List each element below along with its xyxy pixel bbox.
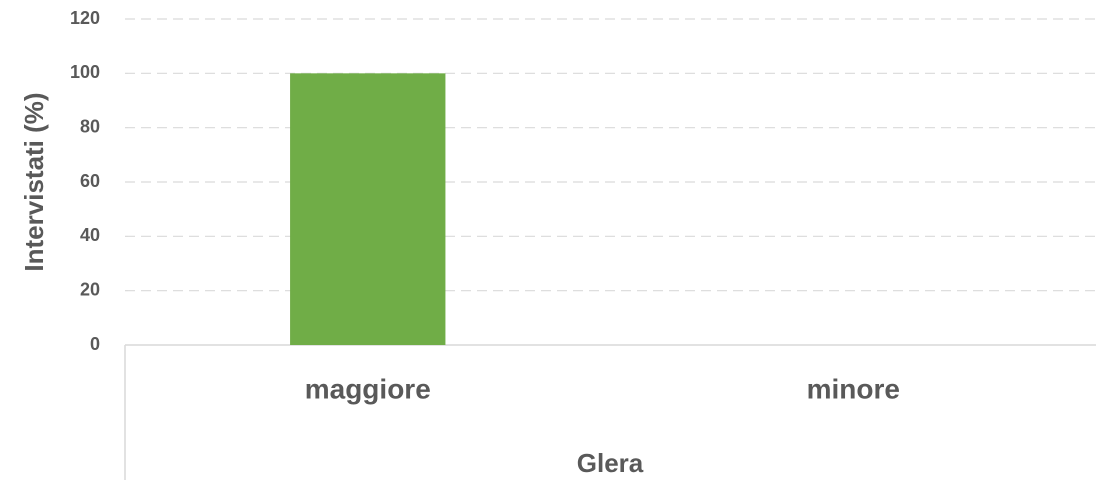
y-tick-label: 120 xyxy=(70,8,100,28)
y-tick-label: 20 xyxy=(80,279,100,299)
y-tick-label: 0 xyxy=(90,334,100,354)
x-tick-label: minore xyxy=(807,373,900,404)
y-tick-label: 60 xyxy=(80,171,100,191)
y-tick-label: 80 xyxy=(80,116,100,136)
x-group-label: Glera xyxy=(577,448,644,478)
y-tick-label: 100 xyxy=(70,62,100,82)
x-tick-label: maggiore xyxy=(305,373,431,404)
bar xyxy=(290,73,446,345)
y-tick-label: 40 xyxy=(80,225,100,245)
y-axis-title: Intervistati (%) xyxy=(19,92,49,271)
